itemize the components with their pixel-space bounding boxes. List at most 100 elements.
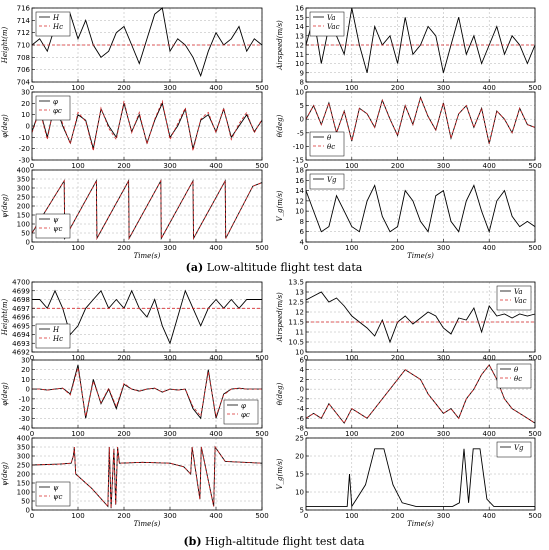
y-tick-label: -10 (293, 143, 304, 151)
x-tick-label: 0 (30, 162, 34, 170)
x-tick-label: 300 (163, 430, 176, 438)
x-tick-label: 0 (304, 162, 308, 170)
x-tick-label: 100 (345, 244, 358, 252)
y-tick-label: 300 (17, 453, 30, 461)
x-tick-label: 200 (391, 162, 404, 170)
legend: Vg (309, 173, 345, 190)
series-line-actual (305, 291, 536, 344)
legend-box (35, 481, 71, 507)
legend-label: φ (241, 402, 246, 410)
x-axis-label: Time(s) (134, 520, 161, 528)
series-line-command (31, 179, 263, 240)
y-tick-label: 10 (21, 111, 30, 119)
y-tick-label: 9 (300, 69, 304, 77)
y-tick-label: 710 (17, 42, 30, 50)
x-tick-label: 300 (437, 162, 450, 170)
y-tick-label: 20 (21, 366, 30, 374)
legend: θθc (309, 131, 345, 157)
legend-box (309, 131, 345, 157)
y-axis-label: Height(m) (1, 27, 9, 65)
y-tick-label: 100 (17, 489, 30, 497)
y-tick-label: 13.5 (288, 279, 304, 287)
legend: HHc (35, 323, 71, 349)
legend-box (35, 11, 71, 37)
y-tick-label: 30 (21, 357, 30, 365)
legend-label: Va (514, 288, 523, 296)
y-tick-label: 50 (21, 498, 30, 506)
caption-a: (a) Low-altitude flight test data (186, 261, 363, 274)
y-tick-label: 4 (300, 366, 305, 374)
legend-box (496, 363, 532, 389)
y-tick-label: 706 (17, 66, 31, 74)
y-tick-label: 8 (300, 79, 304, 87)
y-tick-label: 0 (26, 123, 30, 131)
x-tick-label: 500 (255, 354, 268, 362)
y-axis-label: Airspeed(m/s) (276, 20, 284, 71)
legend-label: φc (53, 107, 62, 115)
y-tick-label: 6 (300, 228, 305, 236)
legend-label: Vac (514, 297, 527, 305)
y-tick-label: 10 (295, 89, 304, 97)
x-tick-label: 200 (117, 354, 130, 362)
x-tick-label: 300 (437, 244, 450, 252)
y-axis-label: V_g(m/s) (276, 190, 284, 221)
series-line-actual (305, 95, 536, 144)
x-tick-label: 400 (483, 244, 496, 252)
x-tick-label: 300 (163, 244, 176, 252)
y-tick-label: 14 (295, 187, 304, 195)
y-tick-label: 20 (21, 100, 30, 108)
x-tick-label: 300 (163, 162, 176, 170)
y-axis-label: φ(deg) (1, 382, 9, 406)
x-tick-label: 100 (71, 354, 84, 362)
y-tick-label: -15 (293, 157, 304, 165)
x-tick-label: 0 (30, 512, 34, 520)
x-tick-label: 200 (391, 244, 404, 252)
y-tick-label: -10 (19, 395, 30, 403)
x-tick-label: 0 (304, 430, 308, 438)
x-tick-label: 100 (71, 84, 84, 92)
y-tick-label: 10 (21, 376, 30, 384)
y-tick-label: 708 (17, 54, 30, 62)
x-tick-label: 500 (528, 512, 541, 520)
legend-label: φc (241, 411, 250, 419)
x-tick-label: 0 (30, 244, 34, 252)
legend-label: ψc (53, 225, 62, 233)
y-axis-label: V_g(m/s) (276, 458, 284, 489)
x-tick-label: 0 (30, 84, 34, 92)
plot-frame (305, 91, 536, 161)
legend-label: H (52, 326, 60, 334)
y-tick-label: 20 (295, 453, 304, 461)
y-tick-label: 2 (300, 376, 304, 384)
plot-frame (305, 169, 536, 243)
legend-box (35, 213, 71, 239)
y-tick-label: -30 (19, 157, 30, 165)
y-tick-label: 18 (295, 167, 304, 175)
x-tick-label: 200 (117, 512, 130, 520)
legend: HHc (35, 11, 71, 37)
y-tick-label: 8 (300, 218, 304, 226)
plot-frame (305, 359, 536, 429)
x-tick-label: 400 (483, 84, 496, 92)
y-tick-label: 13 (295, 289, 304, 297)
legend-box (35, 95, 71, 121)
x-tick-label: 100 (345, 512, 358, 520)
series-line-actual (305, 184, 536, 234)
x-tick-label: 400 (483, 430, 496, 438)
y-tick-label: 704 (17, 79, 31, 87)
x-tick-label: 200 (391, 354, 404, 362)
x-axis-label: Time(s) (407, 252, 434, 260)
y-tick-label: -10 (19, 134, 30, 142)
x-tick-label: 400 (483, 162, 496, 170)
x-tick-label: 400 (209, 84, 222, 92)
legend: Vg (496, 441, 532, 458)
y-tick-label: 12 (295, 197, 304, 205)
y-tick-label: 4 (300, 239, 305, 247)
x-tick-label: 100 (71, 244, 84, 252)
y-tick-label: 5 (300, 102, 304, 110)
x-tick-label: 400 (209, 354, 222, 362)
legend-label: θ (514, 366, 519, 374)
